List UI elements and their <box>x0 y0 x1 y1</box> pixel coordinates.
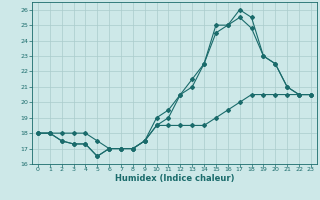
X-axis label: Humidex (Indice chaleur): Humidex (Indice chaleur) <box>115 174 234 183</box>
